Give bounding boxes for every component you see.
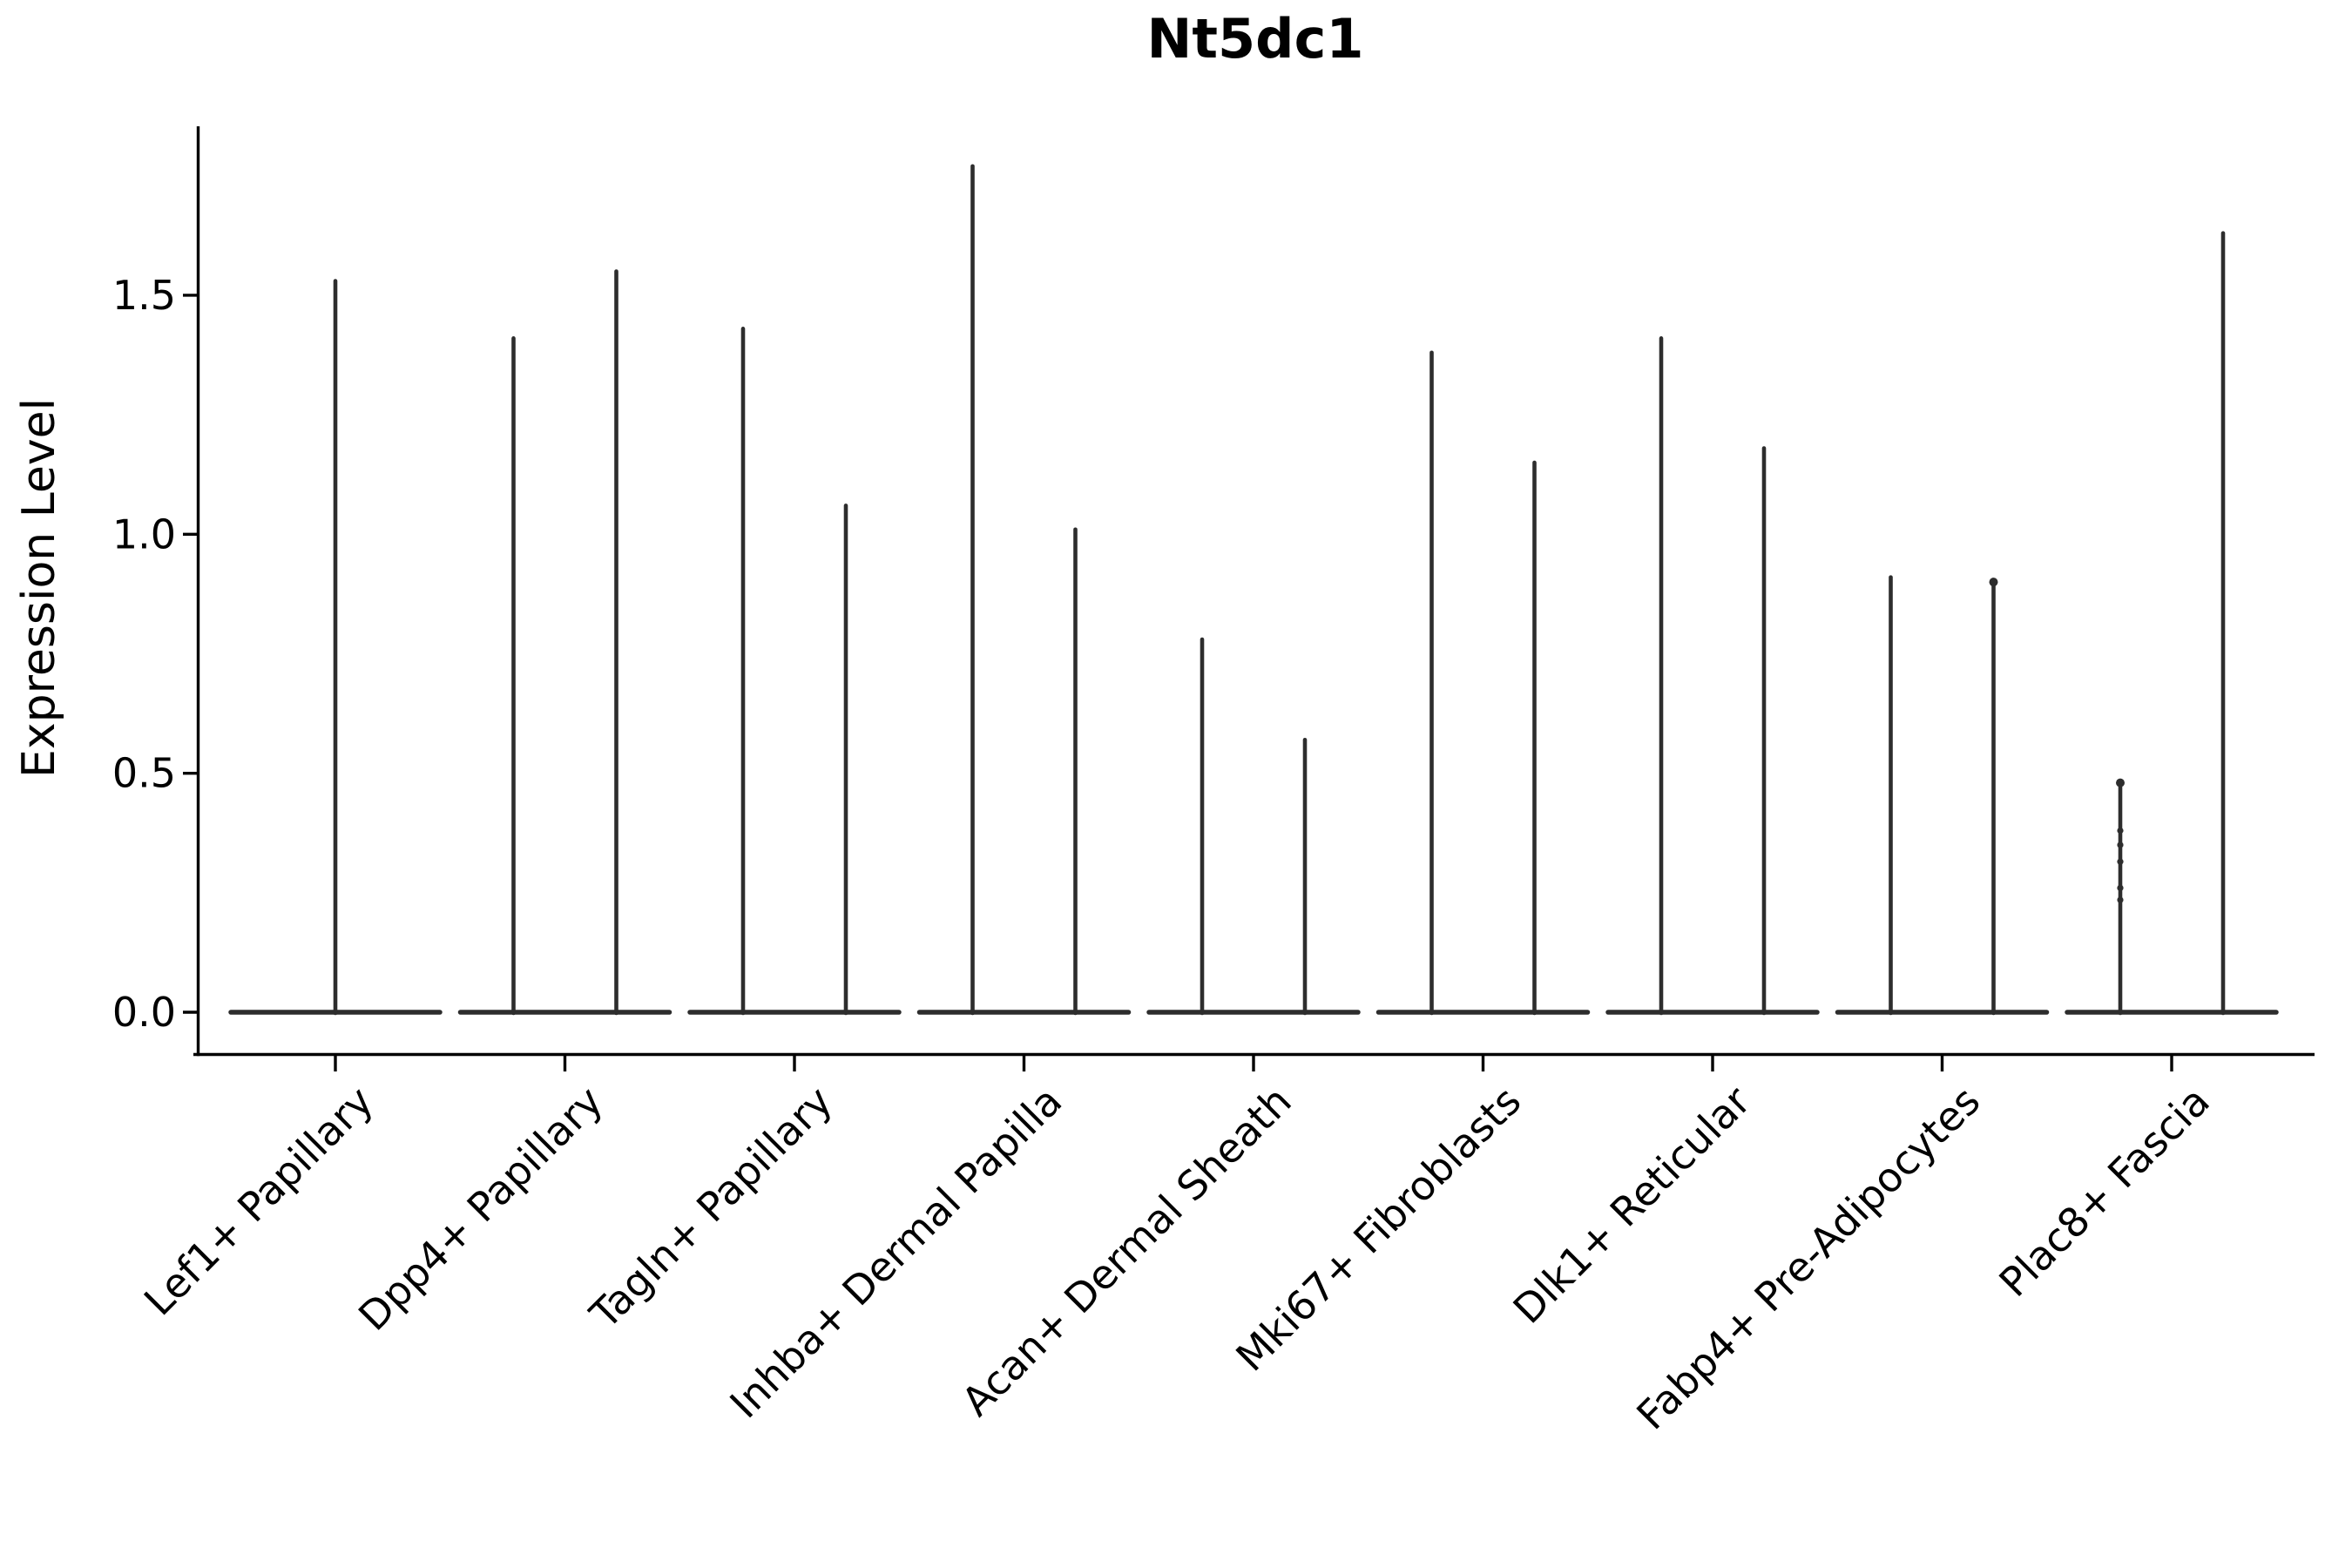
x-category-label: Dlk1+ Reticular	[1504, 1078, 1760, 1333]
violin	[1605, 336, 1820, 1016]
cell-point	[2117, 841, 2124, 848]
y-tick-label: 1.5	[112, 272, 176, 319]
violin	[457, 269, 672, 1016]
x-category-label: Lef1+ Papillary	[135, 1078, 382, 1325]
cell-point	[2117, 884, 2124, 891]
chart-title: Nt5dc1	[1147, 7, 1364, 71]
violin	[1375, 350, 1591, 1016]
y-axis-label: Expression Level	[13, 398, 65, 778]
y-tick-label: 0.5	[112, 750, 176, 797]
violin	[1146, 637, 1361, 1016]
violin	[228, 279, 443, 1016]
x-category-label: Tagln+ Papillary	[580, 1078, 841, 1339]
y-tick-label: 0.0	[112, 989, 176, 1036]
cell-point	[2117, 858, 2124, 865]
y-tick-label: 1.0	[112, 510, 176, 558]
spike-top-knob	[1989, 578, 1998, 587]
cell-point	[2117, 827, 2124, 835]
x-category-label: Plac8+ Fascia	[1990, 1078, 2218, 1306]
spike-top-knob	[2116, 778, 2125, 787]
violin	[916, 164, 1132, 1016]
x-category-label: Dpp4+ Papillary	[349, 1078, 612, 1340]
axes-layer	[183, 126, 2315, 1071]
violins-layer	[228, 164, 2279, 1016]
violin	[1835, 575, 2050, 1016]
violin	[687, 327, 902, 1016]
violin	[2065, 231, 2279, 1016]
cell-point	[2117, 896, 2124, 903]
